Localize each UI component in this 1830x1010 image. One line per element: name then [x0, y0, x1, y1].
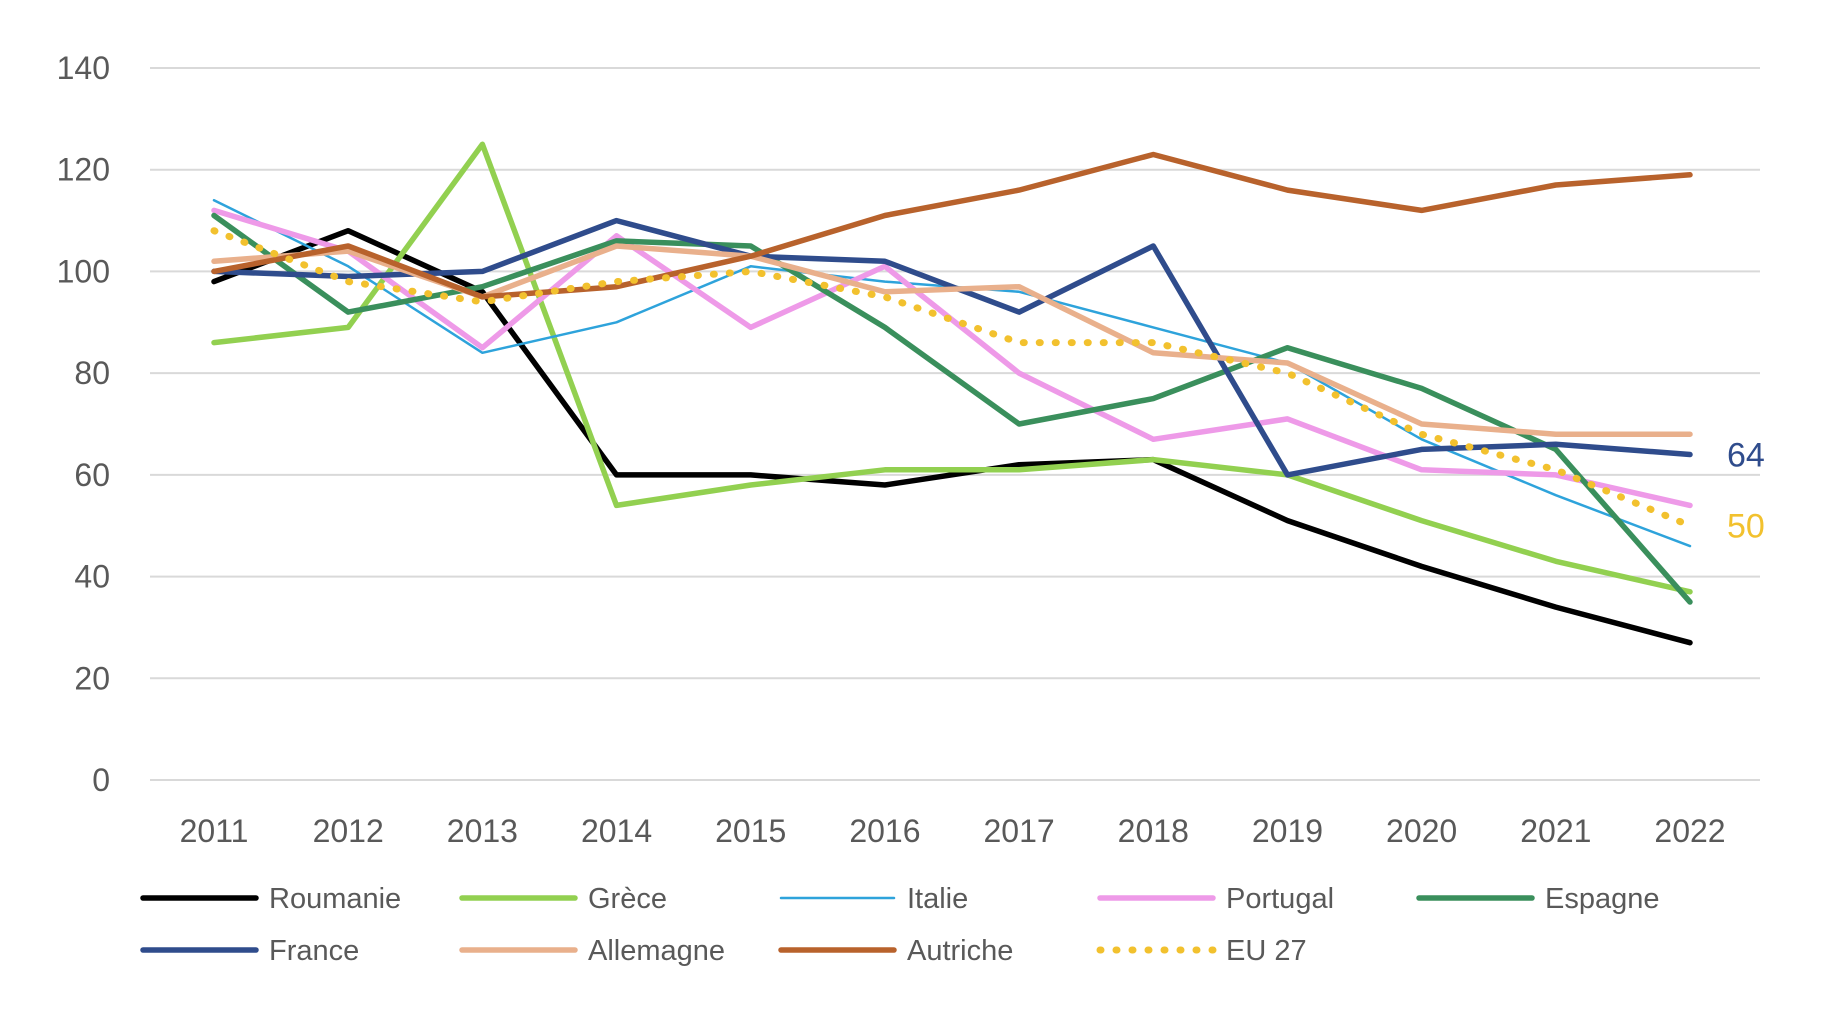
- end-label-eu-27: 50: [1727, 508, 1765, 546]
- series-lines: [210, 141, 1694, 646]
- y-tick-label: 0: [92, 762, 110, 798]
- y-axis-ticks: 0 20 40 60 80 100 120 140: [57, 50, 110, 798]
- series-line-roumanie: [211, 227, 1693, 646]
- legend-item-france: France: [140, 935, 359, 967]
- end-labels: 64 50: [1727, 437, 1765, 546]
- legend-item-portugal: Portugal: [1097, 883, 1334, 915]
- legend-item-eu-27: EU 27: [1096, 935, 1307, 967]
- legend-item-allemagne: Allemagne: [459, 935, 725, 967]
- legend-label-roumanie: Roumanie: [269, 883, 401, 915]
- legend-item-roumanie: Roumanie: [140, 883, 401, 915]
- legend-item-italie: Italie: [779, 883, 968, 915]
- x-axis-ticks: 2011 2012 2013 2014 2015 2016 2017 2018 2019 2020…: [180, 813, 1726, 849]
- x-tick-label: 2013: [447, 813, 518, 849]
- x-tick-label: 2011: [180, 813, 249, 849]
- x-tick-label: 2012: [313, 813, 384, 849]
- legend-item-autriche: Autriche: [778, 935, 1013, 967]
- y-tick-label: 60: [74, 457, 110, 493]
- series-line-portugal: [211, 207, 1693, 509]
- legend-label-eu-27: EU 27: [1226, 935, 1307, 967]
- x-tick-label: 2018: [1118, 813, 1189, 849]
- end-label-france: 64: [1727, 437, 1765, 475]
- legend-label-espagne: Espagne: [1545, 883, 1660, 915]
- x-tick-label: 2016: [849, 813, 920, 849]
- legend-label-grece: Grèce: [588, 883, 667, 915]
- x-tick-label: 2022: [1654, 813, 1725, 849]
- x-tick-label: 2017: [983, 813, 1054, 849]
- legend-label-autriche: Autriche: [907, 935, 1013, 967]
- series-line-grece: [211, 141, 1693, 595]
- legend: Roumanie Grèce Italie Portugal Espagne France…: [140, 883, 1660, 967]
- x-tick-label: 2020: [1386, 813, 1457, 849]
- legend-label-france: France: [269, 935, 359, 967]
- x-tick-label: 2019: [1252, 813, 1323, 849]
- series-line-france: [211, 217, 1693, 478]
- y-tick-label: 120: [57, 152, 110, 188]
- y-tick-label: 80: [74, 355, 110, 391]
- legend-label-portugal: Portugal: [1226, 883, 1334, 915]
- gridlines: [150, 67, 1760, 781]
- x-tick-label: 2015: [715, 813, 786, 849]
- series-line-eu-27: [210, 227, 1694, 530]
- series-line-autriche: [211, 151, 1693, 300]
- y-tick-label: 20: [74, 660, 110, 696]
- y-tick-label: 40: [74, 559, 110, 595]
- legend-item-espagne: Espagne: [1416, 883, 1660, 915]
- legend-label-italie: Italie: [907, 883, 968, 915]
- legend-label-allemagne: Allemagne: [588, 935, 725, 967]
- legend-item-grece: Grèce: [459, 883, 667, 915]
- x-tick-label: 2014: [581, 813, 652, 849]
- x-tick-label: 2021: [1520, 813, 1591, 849]
- y-tick-label: 140: [57, 50, 110, 86]
- y-tick-label: 100: [57, 253, 110, 289]
